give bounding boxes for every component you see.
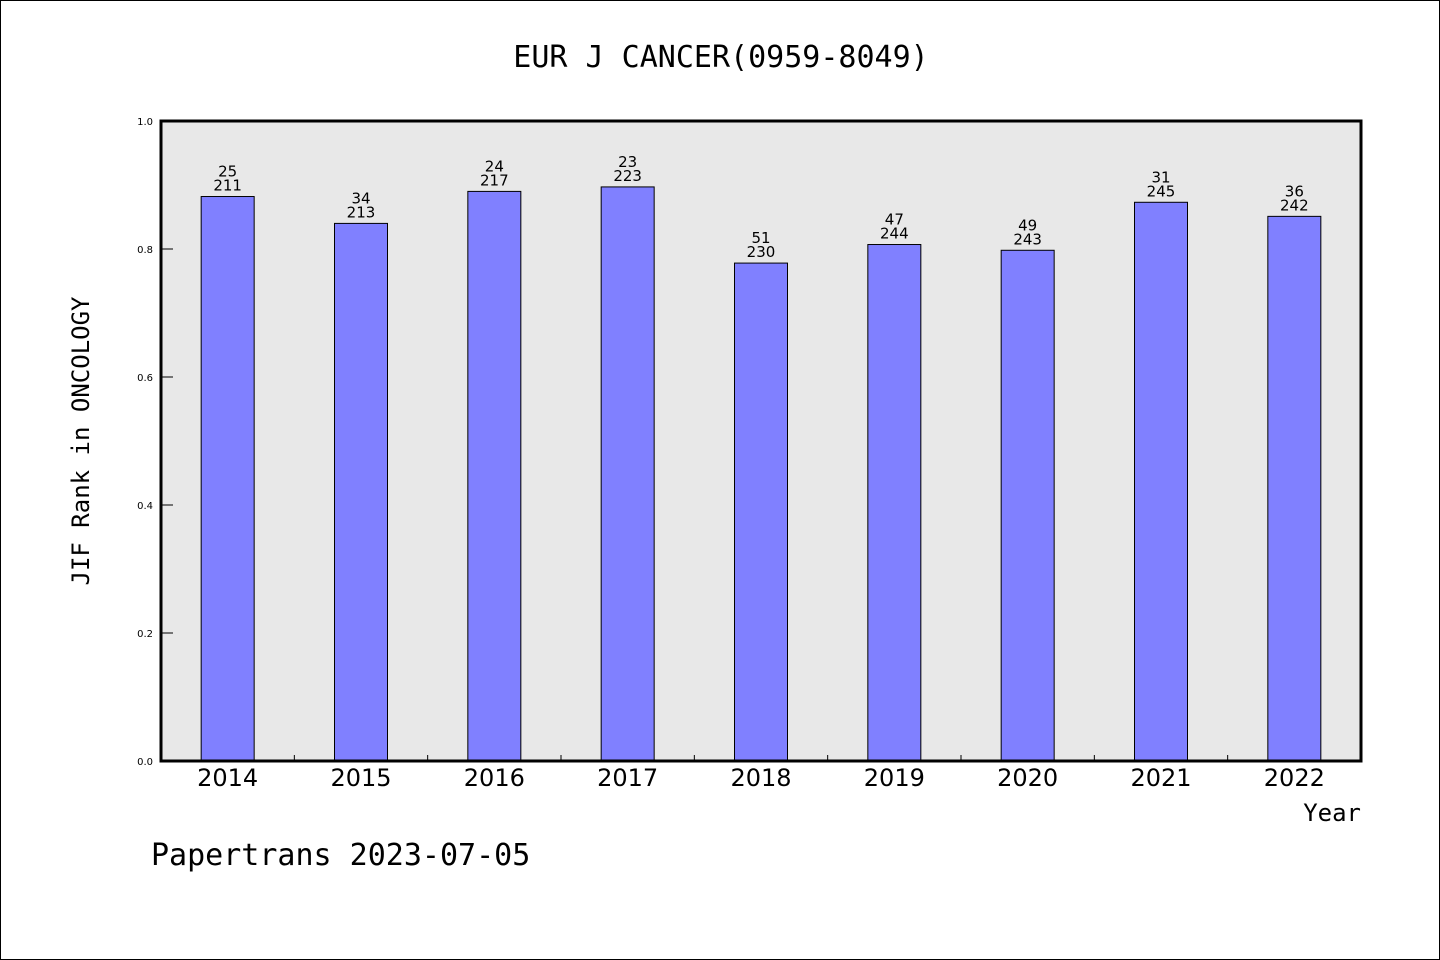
bar-total-label: 243 <box>1013 230 1042 248</box>
bar-2017 <box>600 186 655 762</box>
bar-rank-label: 24 <box>485 157 504 175</box>
y-tick-label: 0.0 <box>137 757 153 768</box>
bar-rank-label: 47 <box>885 211 904 229</box>
bar-rank-label: 34 <box>351 189 370 207</box>
x-tick-label: 2016 <box>464 764 525 792</box>
y-tick-label: 1.0 <box>137 117 153 128</box>
bar-rank-label: 25 <box>218 163 237 181</box>
bar-total-label: 244 <box>880 225 909 243</box>
x-tick-label: 2017 <box>597 764 658 792</box>
bar-2018 <box>734 262 788 762</box>
bar-total-label: 213 <box>347 203 376 221</box>
bar-rank-label: 31 <box>1151 168 1170 186</box>
x-tick-label: 2019 <box>864 764 925 792</box>
bar-2021 <box>1134 201 1188 762</box>
x-axis-label: Year <box>1303 799 1361 827</box>
bar-2020 <box>1000 249 1055 762</box>
y-tick-label: 0.8 <box>137 245 153 256</box>
bar-total-label: 217 <box>480 171 509 189</box>
x-tick-label: 2021 <box>1130 764 1191 792</box>
bar-total-label: 242 <box>1280 196 1309 214</box>
plot-border <box>159 119 1363 763</box>
x-tick-label: 2018 <box>730 764 791 792</box>
chart-title: EUR J CANCER(0959-8049) <box>513 40 928 75</box>
x-tick-label: 2014 <box>197 764 258 792</box>
bar-rank-label: 23 <box>618 153 637 171</box>
x-tick-label: 2020 <box>997 764 1058 792</box>
footer-text: Papertrans 2023-07-05 <box>151 838 530 873</box>
x-tick-label: 2015 <box>330 764 391 792</box>
x-tick-label: 2022 <box>1264 764 1325 792</box>
y-axis-label: JIF Rank in ONCOLOGY <box>67 296 95 586</box>
x-axis: 2014 2015 2016 2017 2018 2019 2020 2021 2022 <box>197 755 1325 792</box>
y-tick-label: 0.6 <box>137 373 153 384</box>
bar-rank-label: 36 <box>1285 182 1304 200</box>
bar-total-label: 245 <box>1147 182 1176 200</box>
bar-2015 <box>334 222 388 762</box>
y-tick-label: 0.2 <box>137 629 153 640</box>
bar-total-label: 211 <box>213 177 242 195</box>
bar-2016 <box>467 190 522 762</box>
bar-rank-label: 51 <box>751 229 770 247</box>
bar-total-label: 223 <box>613 167 642 185</box>
bar-total-label: 230 <box>747 243 776 261</box>
y-tick-label: 0.4 <box>137 501 153 512</box>
bar-2022 <box>1267 215 1322 762</box>
bar-2019 <box>867 244 922 762</box>
bar-2014 <box>200 196 255 762</box>
bar-rank-label: 49 <box>1018 216 1037 234</box>
